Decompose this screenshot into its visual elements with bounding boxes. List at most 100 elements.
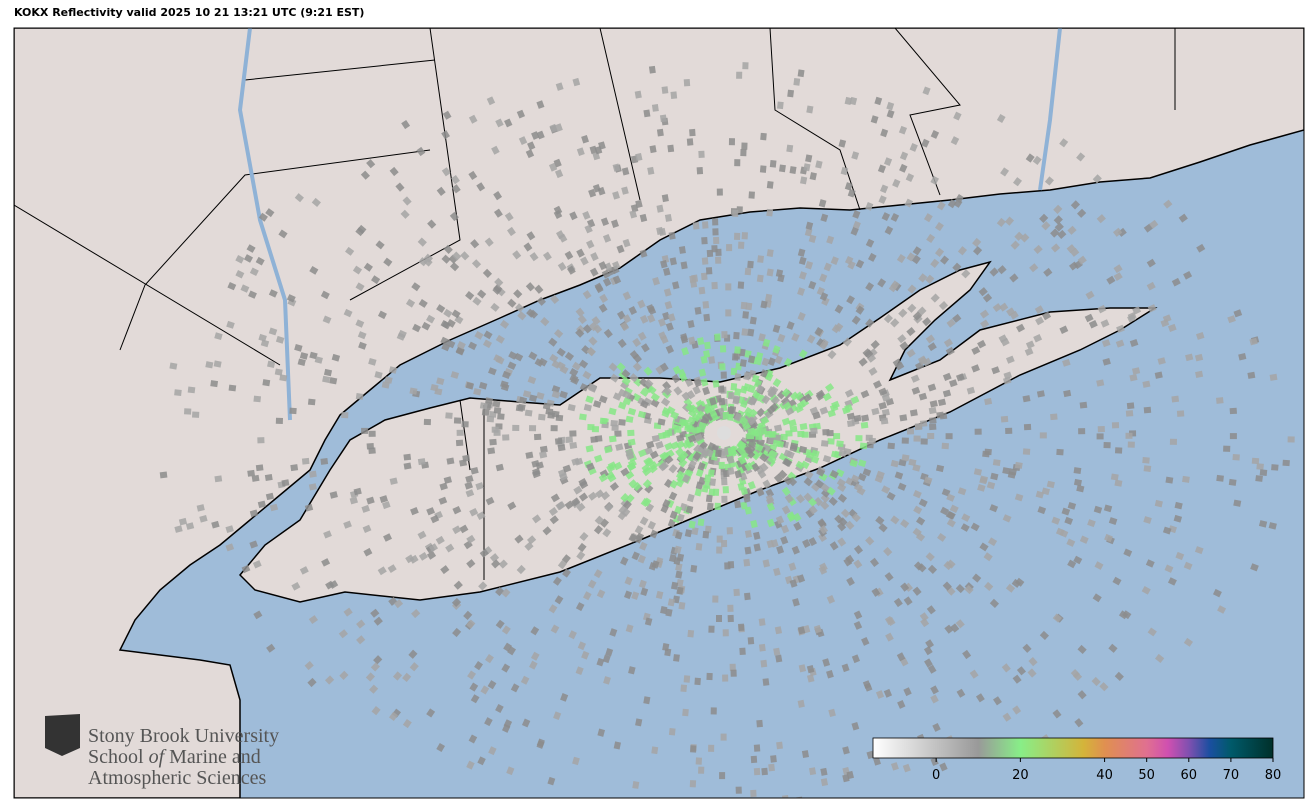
echo-pixel [789, 166, 797, 174]
echo-pixel [421, 321, 431, 331]
echo-pixel [440, 336, 450, 346]
echo-pixel [602, 654, 611, 664]
echo-pixel [678, 601, 686, 610]
echo-pixel [806, 665, 815, 674]
echo-pixel [657, 318, 667, 327]
echo-pixel [642, 467, 652, 477]
echo-pixel [853, 610, 863, 620]
echo-pixel [745, 302, 753, 311]
echo-pixel [648, 65, 656, 74]
echo-pixel [178, 517, 188, 526]
echo-pixel [643, 366, 653, 376]
echo-pixel [1250, 563, 1259, 572]
echo-pixel [1258, 520, 1268, 528]
echo-pixel [670, 797, 678, 798]
echo-pixel [1162, 314, 1172, 323]
echo-pixel [719, 772, 726, 780]
echo-pixel [1050, 413, 1058, 421]
echo-pixel [670, 441, 680, 450]
echo-pixel [1067, 502, 1077, 510]
echo-pixel [1125, 432, 1133, 439]
echo-pixel [625, 470, 635, 480]
echo-pixel [582, 290, 592, 300]
echo-pixel [377, 566, 387, 576]
echo-pixel [479, 402, 488, 410]
echo-pixel [762, 559, 770, 568]
echo-pixel [727, 413, 735, 422]
echo-pixel [973, 246, 983, 256]
echo-pixel [797, 248, 806, 257]
echo-pixel [744, 267, 752, 276]
echo-pixel [1157, 357, 1166, 365]
echo-pixel [615, 443, 624, 451]
echo-pixel [667, 598, 675, 607]
echo-pixel [363, 547, 373, 557]
echo-pixel [706, 672, 713, 681]
echo-pixel [1036, 390, 1045, 398]
echo-pixel [384, 376, 393, 384]
echo-pixel [493, 191, 503, 201]
echo-pixel [1087, 519, 1096, 528]
echo-pixel [719, 345, 727, 353]
echo-pixel [787, 477, 798, 487]
borders [14, 28, 1176, 580]
echo-pixel [751, 374, 760, 384]
echo-pixel [423, 257, 433, 267]
echo-pixel [517, 311, 527, 321]
echo-pixel [704, 341, 711, 350]
echo-pixel [727, 467, 735, 476]
echo-pixel [1127, 314, 1136, 323]
echo-pixel [1084, 313, 1094, 323]
echo-pixel [757, 255, 765, 263]
echo-pixel [265, 208, 275, 218]
echo-pixel [307, 398, 316, 406]
echo-pixel [1175, 551, 1185, 561]
echo-pixel [727, 392, 735, 400]
echo-pixel [672, 365, 682, 375]
echo-pixel [881, 212, 891, 222]
echo-pixel [1009, 310, 1019, 320]
echo-pixel [773, 567, 781, 577]
echo-pixel [946, 518, 956, 528]
echo-pixel [772, 439, 781, 448]
echo-pixel [555, 501, 565, 511]
echo-pixel [902, 763, 911, 773]
echo-pixel [977, 339, 987, 349]
echo-pixel [911, 386, 921, 395]
echo-pixel [361, 504, 370, 513]
echo-pixel [1174, 501, 1183, 510]
echo-pixel [870, 340, 880, 350]
echo-pixel [845, 554, 855, 564]
echo-pixel [688, 520, 696, 529]
echo-pixel [596, 657, 605, 667]
echo-pixel [662, 381, 672, 391]
echo-pixel [196, 504, 205, 512]
echo-pixel [609, 628, 618, 637]
echo-pixel [503, 642, 512, 652]
echo-pixel [512, 424, 520, 432]
echo-pixel [1287, 436, 1295, 443]
echo-pixel [550, 425, 558, 432]
echo-pixel [799, 271, 807, 280]
echo-pixel [1195, 370, 1204, 378]
echo-pixel [971, 346, 981, 355]
echo-pixel [588, 188, 597, 198]
echo-pixel [604, 502, 614, 513]
echo-pixel [480, 685, 490, 695]
echo-pixel [777, 333, 786, 343]
echo-pixel [714, 502, 721, 510]
echo-pixel [269, 503, 279, 512]
echo-pixel [307, 677, 317, 688]
echo-pixel [572, 756, 580, 766]
echo-pixel [877, 278, 887, 288]
echo-pixel [1061, 507, 1071, 516]
echo-pixel [446, 457, 455, 465]
echo-pixel [694, 677, 701, 686]
echo-pixel [445, 412, 453, 419]
echo-pixel [1051, 516, 1061, 525]
echo-pixel [1051, 243, 1061, 253]
echo-pixel [827, 409, 836, 418]
echo-pixel [1022, 643, 1032, 653]
echo-pixel [702, 386, 711, 396]
echo-pixel [975, 693, 985, 703]
